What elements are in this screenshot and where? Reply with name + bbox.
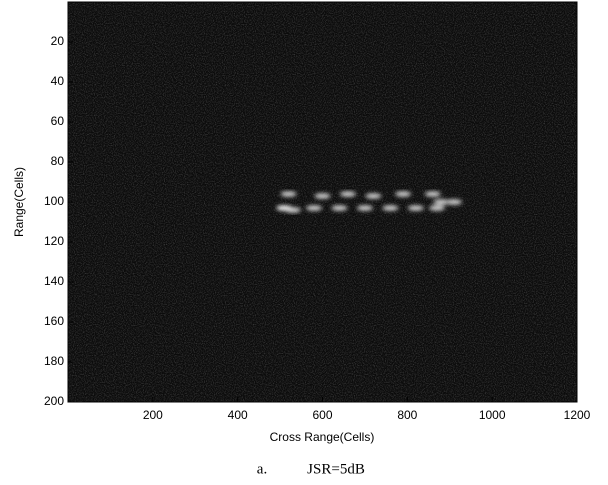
scatterer: [331, 205, 348, 211]
x-tick-label: 400: [228, 408, 248, 422]
scatterer: [433, 199, 450, 205]
y-tick-label: 180: [44, 354, 64, 368]
noise: [68, 2, 577, 402]
y-tick-label: 140: [44, 274, 64, 288]
x-tick-label: 1200: [564, 408, 591, 422]
scatterer: [284, 207, 301, 213]
scatterer: [356, 205, 373, 211]
y-tick-label: 160: [44, 314, 64, 328]
y-tick-label: 60: [51, 114, 65, 128]
y-tick-label: 200: [44, 394, 64, 408]
y-tick-label: 40: [51, 74, 65, 88]
x-tick-label: 200: [143, 408, 163, 422]
y-tick-label: 100: [44, 194, 64, 208]
scatterer: [382, 205, 399, 211]
y-tick-label: 120: [44, 234, 64, 248]
scatterer: [407, 205, 424, 211]
x-tick-label: 800: [397, 408, 417, 422]
y-tick-label: 80: [51, 154, 65, 168]
scatterer: [365, 193, 382, 199]
caption: JSR=5dB: [307, 461, 365, 477]
scatterer: [339, 191, 356, 197]
x-tick-label: 1000: [479, 408, 506, 422]
scatterers: [276, 191, 462, 213]
scatterer: [314, 193, 331, 199]
scatterer: [306, 205, 323, 211]
scatterer: [424, 191, 441, 197]
y-tick-label: 20: [51, 34, 65, 48]
scatterer: [429, 205, 446, 211]
scatterer: [395, 191, 412, 197]
scatterer: [280, 191, 297, 197]
x-tick-label: 600: [312, 408, 332, 422]
caption-label: a.: [257, 461, 267, 477]
x-axis-label: Cross Range(Cells): [270, 430, 375, 444]
y-axis-label: Range(Cells): [12, 167, 26, 237]
scatterer: [445, 199, 462, 205]
